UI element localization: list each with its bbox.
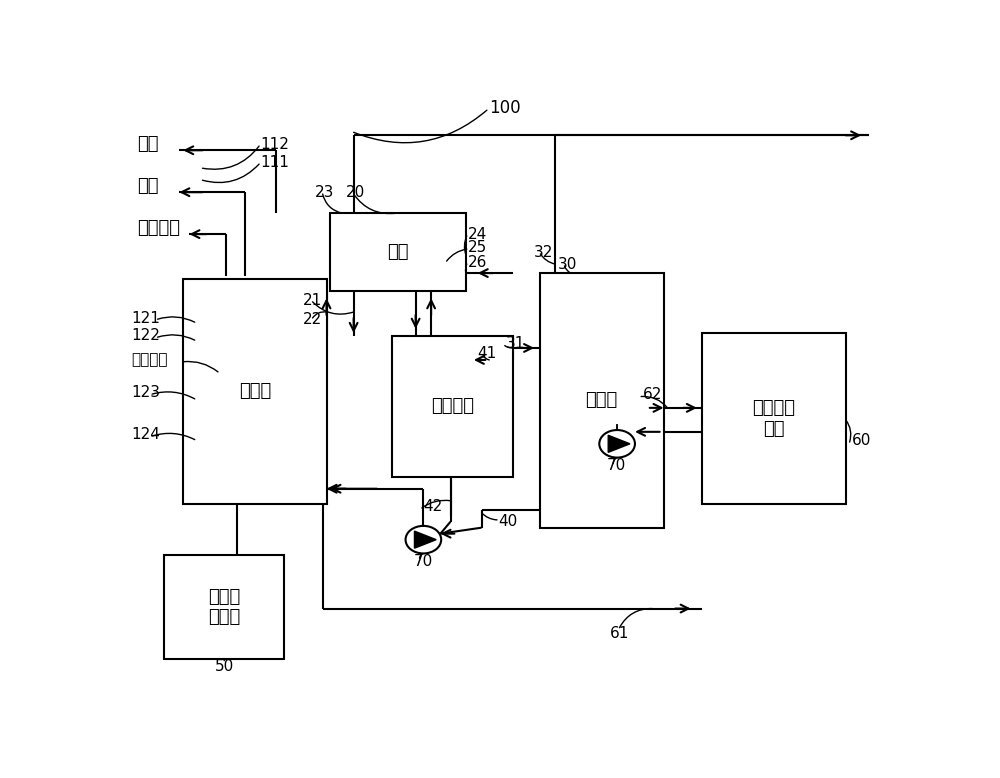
Bar <box>164 555 284 660</box>
Text: 61: 61 <box>610 626 629 641</box>
Text: 123: 123 <box>131 385 160 401</box>
Text: 辐射废锅: 辐射废锅 <box>131 352 168 367</box>
Text: 气化室: 气化室 <box>239 383 271 401</box>
Text: 灰渣排
放装置: 灰渣排 放装置 <box>208 587 240 626</box>
Text: 25: 25 <box>468 240 488 255</box>
Text: 22: 22 <box>303 312 322 328</box>
Text: 100: 100 <box>489 100 521 117</box>
Text: 洗气塔: 洗气塔 <box>586 391 618 409</box>
Text: 23: 23 <box>315 184 334 200</box>
Text: 氧气: 氧气 <box>137 177 158 195</box>
Text: 24: 24 <box>468 226 488 242</box>
Text: 蒸汽: 蒸汽 <box>137 135 158 153</box>
Text: 70: 70 <box>607 458 626 474</box>
Text: 50: 50 <box>215 659 234 675</box>
Text: 122: 122 <box>131 328 160 343</box>
Text: 26: 26 <box>468 254 488 270</box>
Text: 含碳物质: 含碳物质 <box>137 219 180 237</box>
Text: 70: 70 <box>414 554 433 569</box>
Bar <box>183 279 326 503</box>
Text: 灰水处理
装置: 灰水处理 装置 <box>753 399 796 438</box>
Text: 112: 112 <box>261 137 290 152</box>
Text: 62: 62 <box>643 387 662 402</box>
Text: 汽包: 汽包 <box>387 243 409 261</box>
Bar <box>330 213 466 291</box>
Text: 20: 20 <box>346 184 365 200</box>
Text: 41: 41 <box>478 346 497 362</box>
Text: 42: 42 <box>423 499 443 514</box>
Circle shape <box>599 430 635 457</box>
Text: 31: 31 <box>506 336 526 352</box>
Bar <box>392 336 512 477</box>
Text: 60: 60 <box>852 433 871 448</box>
Text: 40: 40 <box>499 514 518 529</box>
Text: 121: 121 <box>131 310 160 325</box>
Text: 111: 111 <box>261 155 290 170</box>
Text: 32: 32 <box>533 244 553 260</box>
Text: 对流废锅: 对流废锅 <box>431 398 474 415</box>
Bar <box>540 273 664 527</box>
Text: 124: 124 <box>131 427 160 443</box>
Polygon shape <box>608 435 630 452</box>
Bar <box>702 333 846 503</box>
Text: 30: 30 <box>557 257 577 272</box>
Circle shape <box>406 526 441 553</box>
Text: 21: 21 <box>303 293 322 307</box>
Polygon shape <box>414 531 436 548</box>
